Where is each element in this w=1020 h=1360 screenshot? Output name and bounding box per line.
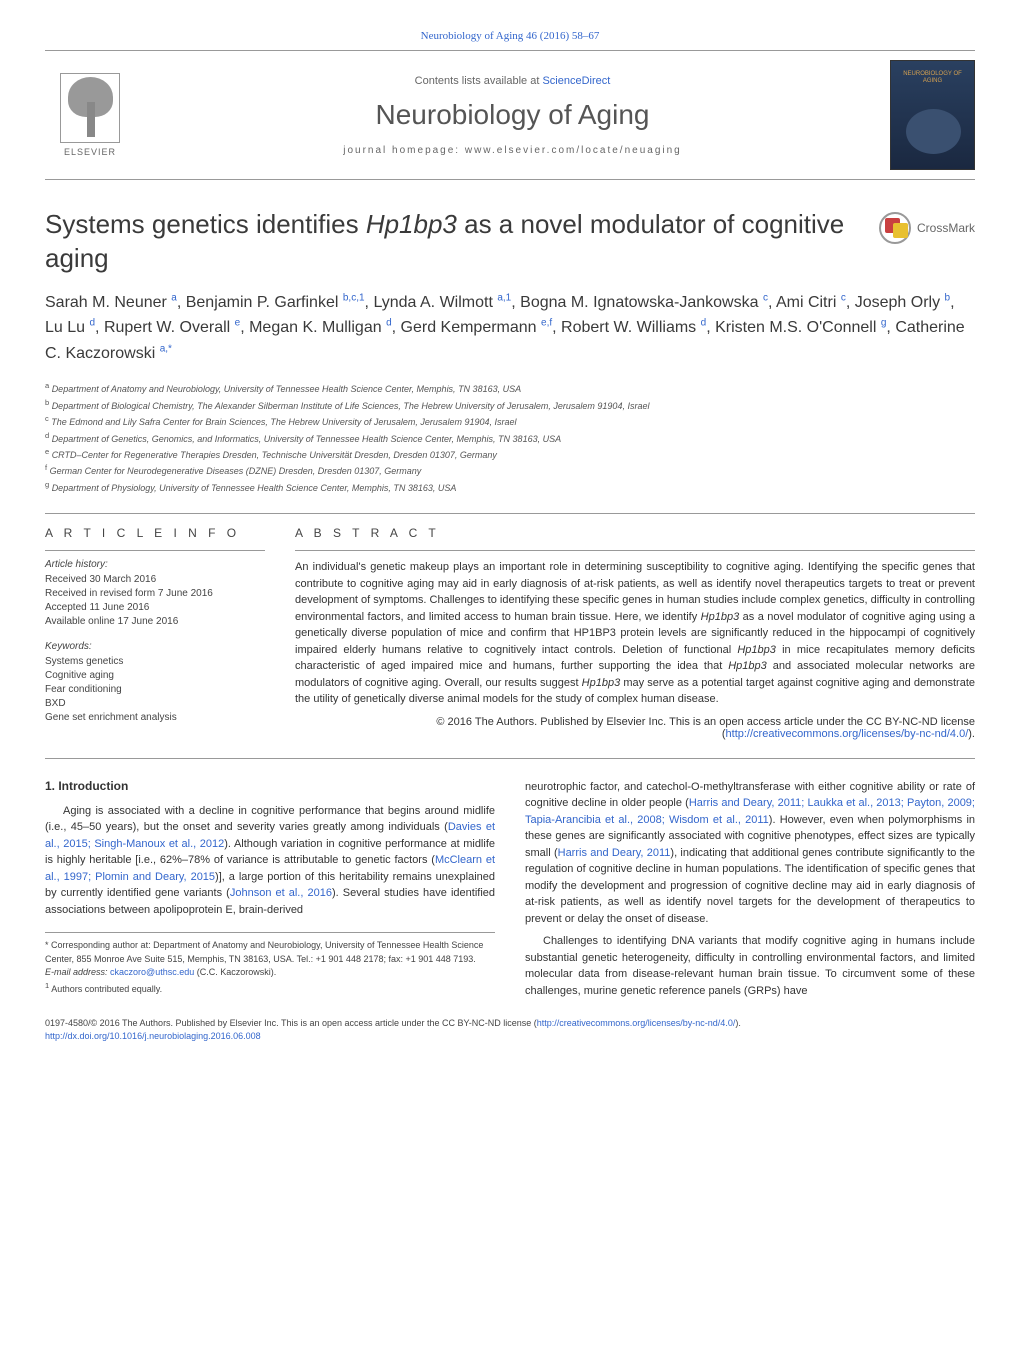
accepted-date: Accepted 11 June 2016: [45, 601, 265, 615]
journal-cover-thumbnail: NEUROBIOLOGY OF AGING: [890, 60, 975, 170]
intro-paragraph: Aging is associated with a decline in co…: [45, 803, 495, 919]
article-info-heading: A R T I C L E I N F O: [45, 526, 265, 540]
intro-paragraph: Challenges to identifying DNA variants t…: [525, 933, 975, 999]
page-footer: 0197-4580/© 2016 The Authors. Published …: [45, 1017, 975, 1042]
email-person: (C.C. Kaczorowski).: [194, 967, 276, 977]
keywords-label: Keywords:: [45, 641, 265, 652]
publisher-logo: ELSEVIER: [45, 65, 135, 165]
revised-date: Received in revised form 7 June 2016: [45, 587, 265, 601]
footer-license-link[interactable]: http://creativecommons.org/licenses/by-n…: [537, 1018, 736, 1028]
license-link[interactable]: http://creativecommons.org/licenses/by-n…: [726, 728, 969, 740]
article-info: A R T I C L E I N F O Article history: R…: [45, 526, 295, 740]
keyword: Cognitive aging: [45, 669, 265, 683]
keyword: Systems genetics: [45, 655, 265, 669]
crossmark-label: CrossMark: [917, 221, 975, 235]
publisher-name: ELSEVIER: [64, 147, 116, 157]
affiliations: a Department of Anatomy and Neurobiology…: [45, 380, 975, 495]
abstract-text: An individual's genetic makeup plays an …: [295, 559, 975, 708]
abstract: A B S T R A C T An individual's genetic …: [295, 526, 975, 740]
body-columns: 1. Introduction Aging is associated with…: [45, 779, 975, 1000]
header-bar: ELSEVIER Contents lists available at Sci…: [45, 50, 975, 180]
sciencedirect-link[interactable]: ScienceDirect: [542, 75, 610, 87]
doi-link[interactable]: http://dx.doi.org/10.1016/j.neurobiolagi…: [45, 1031, 261, 1041]
info-abstract-row: A R T I C L E I N F O Article history: R…: [45, 513, 975, 740]
left-column: 1. Introduction Aging is associated with…: [45, 779, 495, 1000]
right-column: neurotrophic factor, and catechol-O-meth…: [525, 779, 975, 1000]
journal-reference[interactable]: Neurobiology of Aging 46 (2016) 58–67: [45, 30, 975, 42]
author-list: Sarah M. Neuner a, Benjamin P. Garfinkel…: [45, 290, 975, 367]
cover-title: NEUROBIOLOGY OF AGING: [895, 71, 970, 85]
corresponding-author: * Corresponding author at: Department of…: [45, 939, 495, 966]
history-label: Article history:: [45, 559, 265, 570]
elsevier-tree-icon: [60, 73, 120, 143]
journal-title: Neurobiology of Aging: [135, 99, 890, 131]
header-center: Contents lists available at ScienceDirec…: [135, 75, 890, 156]
keyword: Gene set enrichment analysis: [45, 711, 265, 725]
online-date: Available online 17 June 2016: [45, 615, 265, 629]
crossmark-icon: [879, 212, 911, 244]
footnotes: * Corresponding author at: Department of…: [45, 932, 495, 996]
license-notice: © 2016 The Authors. Published by Elsevie…: [295, 716, 975, 740]
keyword: Fear conditioning: [45, 683, 265, 697]
journal-homepage[interactable]: journal homepage: www.elsevier.com/locat…: [135, 145, 890, 156]
abstract-heading: A B S T R A C T: [295, 526, 975, 540]
intro-paragraph: neurotrophic factor, and catechol-O-meth…: [525, 779, 975, 928]
email-link[interactable]: ckaczoro@uthsc.edu: [110, 967, 194, 977]
contents-label: Contents lists available at: [415, 75, 540, 87]
email-label: E-mail address:: [45, 967, 108, 977]
crossmark-badge[interactable]: CrossMark: [879, 212, 975, 244]
equal-contribution: Authors contributed equally.: [51, 984, 162, 994]
keyword: BXD: [45, 697, 265, 711]
intro-heading: 1. Introduction: [45, 779, 495, 793]
received-date: Received 30 March 2016: [45, 573, 265, 587]
article-title: Systems genetics identifies Hp1bp3 as a …: [45, 208, 975, 276]
